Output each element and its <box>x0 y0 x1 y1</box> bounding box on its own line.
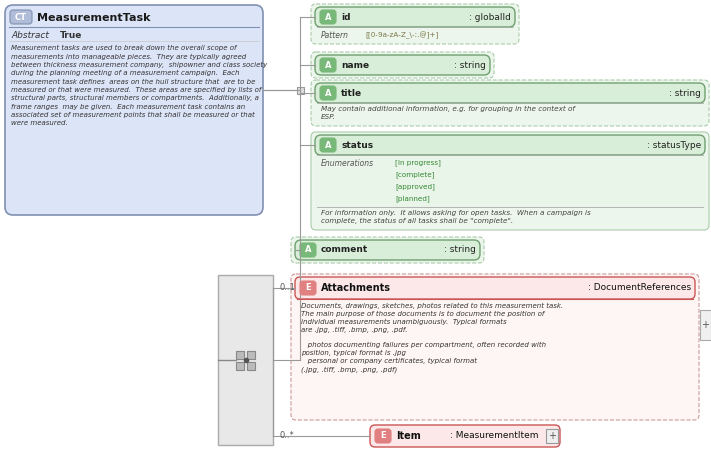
Text: A: A <box>325 141 331 150</box>
FancyBboxPatch shape <box>311 80 709 126</box>
Text: True: True <box>60 31 82 40</box>
FancyBboxPatch shape <box>315 55 490 75</box>
Text: 0..*: 0..* <box>279 431 294 440</box>
Text: title: title <box>341 89 362 97</box>
Text: For information only.  It allows asking for open tasks.  When a campaign is
comp: For information only. It allows asking f… <box>321 210 591 224</box>
FancyBboxPatch shape <box>311 4 519 44</box>
Text: Attachments: Attachments <box>321 283 391 293</box>
Text: : globalId: : globalId <box>469 12 511 21</box>
Text: May contain additional information, e.g. for grouping in the context of
ESP.: May contain additional information, e.g.… <box>321 106 575 120</box>
Bar <box>247 350 255 359</box>
Text: : MeasurementItem: : MeasurementItem <box>449 431 538 440</box>
Text: name: name <box>341 61 369 70</box>
Text: 0..1: 0..1 <box>279 283 295 293</box>
FancyBboxPatch shape <box>320 58 336 72</box>
Text: A: A <box>305 246 311 254</box>
Text: id: id <box>341 12 351 21</box>
Text: : string: : string <box>669 89 701 97</box>
Bar <box>546 429 558 443</box>
Text: : string: : string <box>454 61 486 70</box>
Text: Measurement tasks are used to break down the overall scope of
measurements into : Measurement tasks are used to break down… <box>11 45 267 126</box>
Bar <box>315 155 705 207</box>
Text: [planned]: [planned] <box>395 196 429 202</box>
FancyBboxPatch shape <box>320 138 336 152</box>
FancyBboxPatch shape <box>10 10 32 24</box>
Text: comment: comment <box>321 246 368 254</box>
Text: [complete]: [complete] <box>395 172 434 178</box>
FancyBboxPatch shape <box>370 425 560 447</box>
Bar <box>296 86 304 93</box>
FancyBboxPatch shape <box>295 240 480 260</box>
FancyBboxPatch shape <box>311 132 709 230</box>
FancyBboxPatch shape <box>320 10 336 24</box>
FancyBboxPatch shape <box>311 52 494 78</box>
Text: A: A <box>325 89 331 97</box>
Text: Abstract: Abstract <box>11 31 49 40</box>
Text: A: A <box>325 61 331 70</box>
Bar <box>247 362 255 369</box>
Text: Item: Item <box>396 431 421 441</box>
Text: +: + <box>702 320 710 330</box>
FancyBboxPatch shape <box>315 83 705 103</box>
Bar <box>700 310 711 340</box>
Text: : string: : string <box>444 246 476 254</box>
FancyBboxPatch shape <box>291 237 484 263</box>
FancyBboxPatch shape <box>315 7 515 27</box>
FancyBboxPatch shape <box>291 274 699 420</box>
Text: CT: CT <box>15 12 27 21</box>
Text: [In progress]: [In progress] <box>395 160 441 167</box>
FancyBboxPatch shape <box>5 5 263 215</box>
FancyBboxPatch shape <box>300 281 316 295</box>
Bar <box>236 350 244 359</box>
Text: +: + <box>548 431 556 441</box>
FancyBboxPatch shape <box>300 243 316 257</box>
Text: status: status <box>341 141 373 150</box>
FancyBboxPatch shape <box>375 429 391 443</box>
Text: A: A <box>325 12 331 21</box>
Text: E: E <box>305 283 311 293</box>
Text: [[0-9a-zA-Z_\-:.@]+]: [[0-9a-zA-Z_\-:.@]+] <box>365 31 438 39</box>
Text: Pattern: Pattern <box>321 30 349 40</box>
Bar <box>218 275 273 445</box>
Text: Enumerations: Enumerations <box>321 158 374 167</box>
FancyBboxPatch shape <box>320 86 336 100</box>
Text: : statusType: : statusType <box>647 141 701 150</box>
Text: E: E <box>380 431 386 440</box>
Text: : DocumentReferences: : DocumentReferences <box>588 283 691 293</box>
Text: Documents, drawings, sketches, photos related to this measurement task.
The main: Documents, drawings, sketches, photos re… <box>301 303 563 373</box>
FancyBboxPatch shape <box>295 277 695 299</box>
Text: MeasurementTask: MeasurementTask <box>37 13 151 23</box>
Bar <box>236 362 244 369</box>
FancyBboxPatch shape <box>315 135 705 155</box>
Text: [approved]: [approved] <box>395 184 435 190</box>
